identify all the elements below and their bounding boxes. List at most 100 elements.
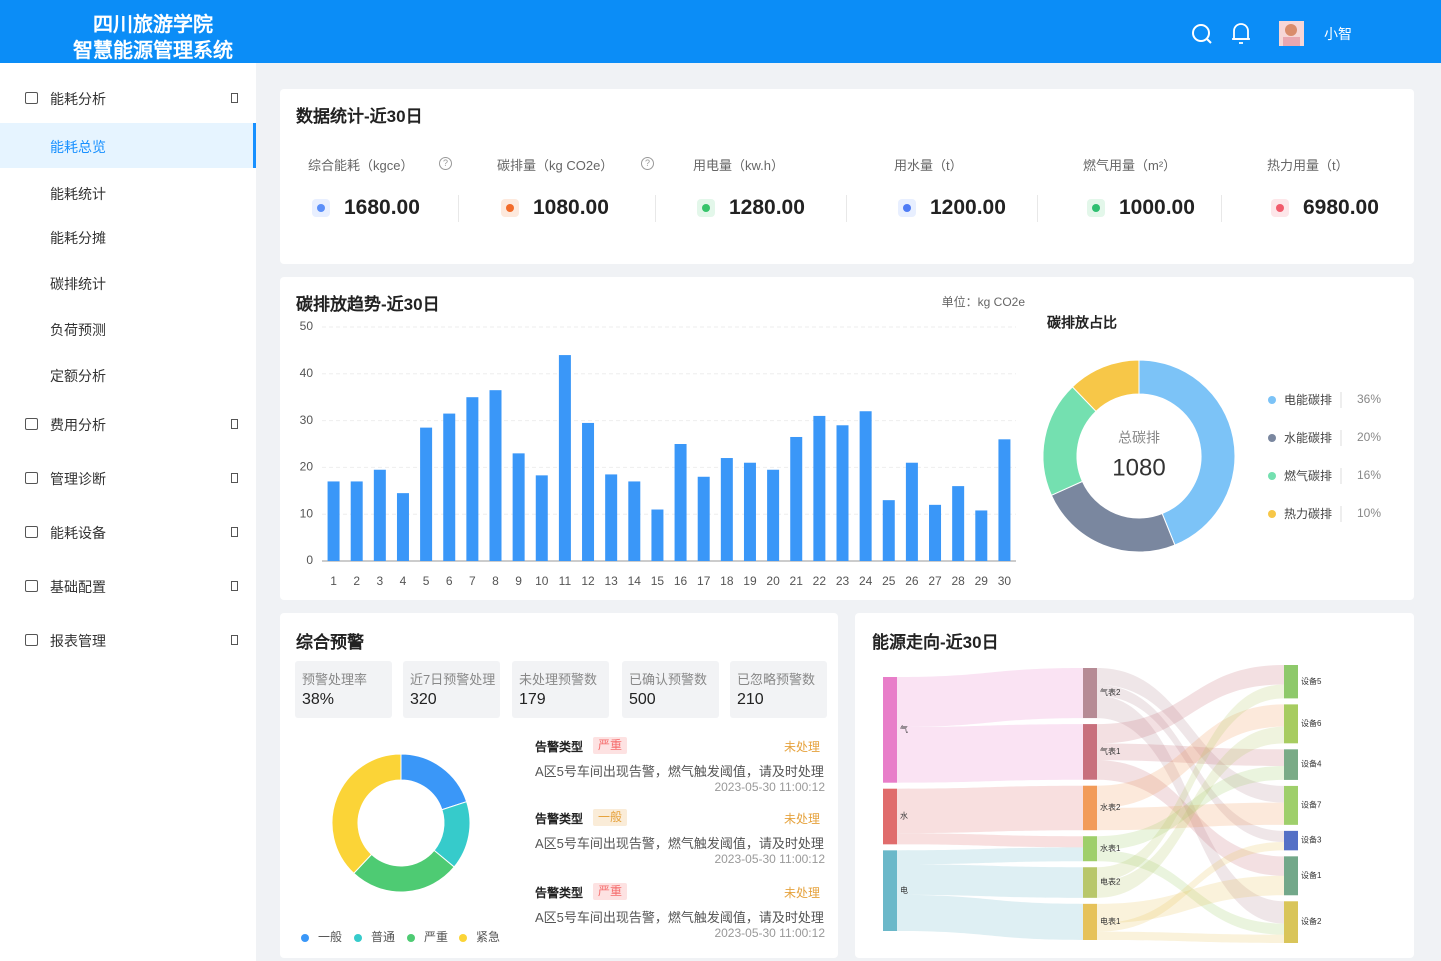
submenu-item[interactable]: 碳排统计: [0, 260, 256, 305]
menu-icon: [25, 634, 38, 646]
alert-label: 告警类型: [535, 740, 584, 754]
stat-icon: [312, 199, 330, 217]
submenu-item[interactable]: 定额分析: [0, 352, 256, 397]
submenu-item[interactable]: 能耗分摊: [0, 214, 256, 259]
alert-message: A区5号车间出现告警，燃气触发阈值，请及时处理: [535, 764, 824, 779]
submenu-item[interactable]: 能耗总览: [0, 123, 256, 168]
menu-label: 管理诊断: [50, 471, 106, 487]
stat-label: 热力用量（t）: [1267, 158, 1349, 173]
submenu-label: 定额分析: [50, 368, 106, 384]
menu-icon: [25, 472, 38, 484]
alert-level: 严重: [593, 737, 628, 754]
stat-label: 燃气用量（m²）: [1083, 158, 1177, 173]
submenu-item[interactable]: 负荷预测: [0, 306, 256, 351]
panel-title: 碳排放趋势-近30日: [296, 295, 440, 314]
alert-status: 未处理: [783, 812, 820, 826]
kpi-label: 预警处理率: [302, 672, 368, 687]
separator: [458, 195, 459, 222]
menu-item[interactable]: 能耗分析: [0, 81, 256, 115]
user-name[interactable]: 小智: [1324, 26, 1352, 42]
stat-value: 1680.00: [344, 196, 420, 219]
kpi-label: 已忽略预警数: [737, 672, 816, 687]
menu-label: 报表管理: [50, 633, 106, 649]
menu-icon: [25, 92, 38, 104]
menu-label: 能耗分析: [50, 91, 106, 107]
kpi-box: 近7日预警处理 320: [403, 661, 500, 718]
submenu-label: 能耗总览: [50, 139, 106, 155]
kpi-label: 未处理预警数: [519, 672, 598, 687]
menu-label: 费用分析: [50, 417, 106, 433]
menu-item[interactable]: 管理诊断: [0, 461, 256, 495]
unit-label: 单位：kg CO2e: [941, 295, 1025, 309]
stat-value: 1000.00: [1119, 196, 1195, 219]
alert-level: 严重: [593, 883, 628, 900]
stat-value: 6980.00: [1303, 196, 1379, 219]
avatar[interactable]: [1279, 21, 1304, 46]
alert-time: 2023-05-30 11:00:12: [714, 780, 825, 794]
kpi-label: 已确认预警数: [629, 672, 708, 687]
alert-label: 告警类型: [535, 812, 584, 826]
kpi-box: 已确认预警数 500: [622, 661, 719, 718]
menu-item[interactable]: 报表管理: [0, 623, 256, 657]
help-icon[interactable]: ?: [439, 157, 452, 170]
stat-icon: [501, 199, 519, 217]
stat-value: 1080.00: [533, 196, 609, 219]
kpi-box: 未处理预警数 179: [512, 661, 609, 718]
help-icon[interactable]: ?: [641, 157, 654, 170]
kpi-value: 500: [629, 691, 656, 708]
submenu-label: 能耗分摊: [50, 230, 106, 246]
separator: [1037, 195, 1038, 222]
alert-level: 一般: [593, 809, 628, 826]
submenu-label: 负荷预测: [50, 322, 106, 338]
alert-message: A区5号车间出现告警，燃气触发阈值，请及时处理: [535, 836, 824, 851]
kpi-value: 320: [410, 691, 437, 708]
separator: [655, 195, 656, 222]
menu-arrow: [231, 473, 238, 483]
carbon-panel: [280, 277, 1414, 600]
stat-icon: [1271, 199, 1289, 217]
app-title: 智慧能源管理系统: [73, 40, 233, 62]
menu-arrow: [231, 527, 238, 537]
header: 四川旅游学院 智慧能源管理系统 小智: [0, 0, 1441, 63]
panel-title: 数据统计-近30日: [296, 107, 423, 126]
menu-icon: [25, 418, 38, 430]
menu-item[interactable]: 费用分析: [0, 407, 256, 441]
kpi-box: 已忽略预警数 210: [730, 661, 827, 718]
bell-icon[interactable]: [1232, 23, 1250, 44]
alert-label: 告警类型: [535, 886, 584, 900]
menu-item[interactable]: 能耗设备: [0, 515, 256, 549]
stat-label: 用水量（t）: [894, 158, 963, 173]
menu-item[interactable]: 基础配置: [0, 569, 256, 603]
stat-icon: [697, 199, 715, 217]
kpi-value: 210: [737, 691, 764, 708]
alert-status: 未处理: [783, 740, 820, 754]
stat-icon: [898, 199, 916, 217]
alert-message: A区5号车间出现告警，燃气触发阈值，请及时处理: [535, 910, 824, 925]
menu-label: 基础配置: [50, 579, 106, 595]
panel-title: 综合预警: [296, 633, 364, 652]
sankey-panel: [855, 613, 1414, 958]
menu-icon: [25, 526, 38, 538]
stat-label: 综合能耗（kgce）: [308, 158, 414, 173]
alert-time: 2023-05-30 11:00:12: [714, 926, 825, 940]
sidebar: 能耗分析能耗总览能耗统计能耗分摊碳排统计负荷预测定额分析费用分析管理诊断能耗设备…: [0, 63, 256, 961]
menu-arrow: [231, 581, 238, 591]
stat-value: 1280.00: [729, 196, 805, 219]
stat-label: 碳排量（kg CO2e）: [497, 158, 614, 173]
kpi-value: 179: [519, 691, 546, 708]
submenu-label: 碳排统计: [50, 276, 106, 292]
menu-arrow: [231, 93, 238, 103]
submenu-label: 能耗统计: [50, 186, 106, 202]
separator: [846, 195, 847, 222]
stat-value: 1200.00: [930, 196, 1006, 219]
menu-icon: [25, 580, 38, 592]
submenu-item[interactable]: 能耗统计: [0, 170, 256, 215]
kpi-value: 38%: [302, 691, 335, 708]
stat-label: 用电量（kw.h）: [693, 158, 785, 173]
header-icons: [1192, 21, 1304, 46]
alert-status: 未处理: [783, 886, 820, 900]
stat-icon: [1087, 199, 1105, 217]
stats-panel: [280, 89, 1414, 264]
search-icon[interactable]: [1192, 24, 1212, 44]
